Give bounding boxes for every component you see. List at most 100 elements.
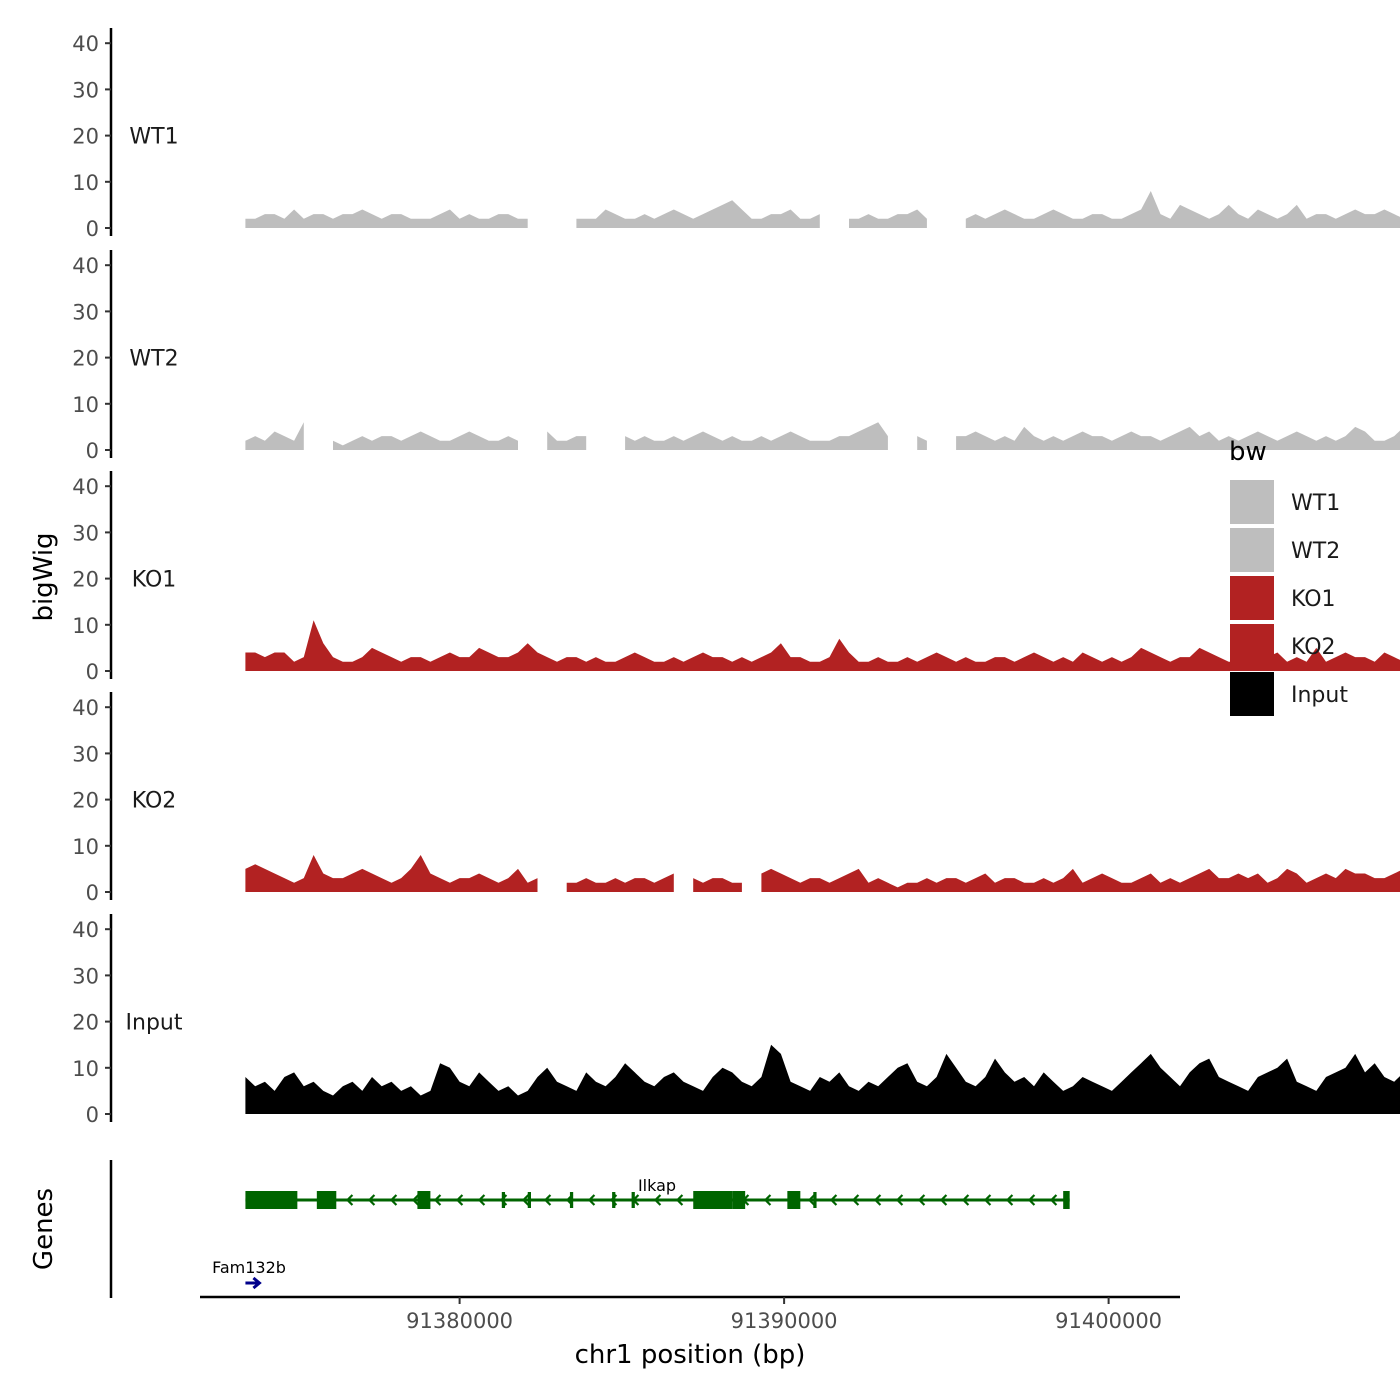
y-tick-label: 20 (72, 568, 99, 592)
legend-swatch (1230, 624, 1274, 668)
strand-arrow (675, 1194, 684, 1206)
coverage-area (761, 868, 1400, 892)
track-input: 0 10 20 30 40 Input (72, 913, 1400, 1127)
y-tick-label: 40 (72, 32, 99, 56)
coverage-area (625, 422, 888, 450)
coverage-area (245, 855, 538, 892)
genes-track-label: Genes (29, 1188, 59, 1270)
genes-track: Ilkap Fam132b (109, 1160, 1070, 1298)
gene-exon (1063, 1191, 1070, 1209)
legend-item-label: WT1 (1291, 491, 1340, 516)
y-tick-label: 20 (72, 1011, 99, 1035)
strand-arrow (1049, 1194, 1058, 1206)
coverage-area (693, 878, 742, 892)
y-tick-label: 0 (86, 1103, 99, 1127)
gene-exon (813, 1192, 817, 1208)
strand-arrow (939, 1194, 948, 1206)
y-tick-label: 40 (72, 254, 99, 278)
track-label: KO2 (132, 789, 177, 814)
strand-arrow (411, 1194, 420, 1206)
strand-arrow (543, 1194, 552, 1206)
gene-exon (417, 1191, 431, 1209)
coverage-area (566, 873, 674, 892)
strand-arrow (983, 1194, 992, 1206)
y-tick-label: 10 (72, 393, 99, 417)
track-ko1: 0 10 20 30 40 KO1 (72, 470, 1400, 684)
strand-arrow (807, 1194, 816, 1206)
track-label: WT1 (129, 125, 178, 150)
strand-arrow (873, 1194, 882, 1206)
strand-arrow (1027, 1194, 1036, 1206)
y-tick-label: 20 (72, 789, 99, 813)
y-axis-label: bigWig (29, 532, 59, 621)
y-tick-label: 30 (72, 78, 99, 102)
strand-arrow (389, 1194, 398, 1206)
strand-arrow (961, 1194, 970, 1206)
y-tick-label: 10 (72, 835, 99, 859)
gene-exon (732, 1191, 746, 1209)
gene-exon (501, 1192, 506, 1208)
legend-item-label: KO1 (1291, 587, 1336, 612)
legend-item-label: WT2 (1291, 539, 1340, 564)
y-tick-label: 30 (72, 521, 99, 545)
y-tick-label: 10 (72, 171, 99, 195)
y-tick-label: 30 (72, 742, 99, 766)
x-axis-label: chr1 position (bp) (575, 1340, 806, 1370)
strand-arrow (829, 1194, 838, 1206)
legend: bw WT1 WT2 KO1 KO2 Input (1229, 437, 1348, 716)
track-ko2: 0 10 20 30 40 KO2 (72, 691, 1400, 905)
y-tick-label: 40 (72, 696, 99, 720)
legend-item-label: Input (1291, 683, 1348, 708)
y-tick-label: 0 (86, 660, 99, 684)
y-tick-label: 40 (72, 475, 99, 499)
coverage-area (333, 431, 518, 450)
gene-exon (245, 1191, 298, 1209)
coverage-area (245, 1044, 1400, 1114)
track-label: WT2 (129, 347, 178, 372)
coverage-area (956, 426, 1400, 450)
legend-swatch (1230, 576, 1274, 620)
x-tick-label: 91390000 (731, 1309, 838, 1333)
strand-arrow (587, 1194, 596, 1206)
strand-arrow (455, 1194, 464, 1206)
coverage-area (576, 200, 820, 228)
gene-exon (631, 1192, 635, 1208)
strand-arrow (521, 1194, 530, 1206)
gene-exon (612, 1192, 616, 1208)
coverage-area (917, 436, 927, 450)
x-tick-label: 91380000 (406, 1309, 513, 1333)
strand-arrow (763, 1194, 772, 1206)
coverage-area (245, 620, 1400, 671)
gene-label-fam132b: Fam132b (212, 1258, 286, 1277)
gene-exon (787, 1191, 801, 1209)
y-tick-label: 0 (86, 881, 99, 905)
coverage-area (547, 431, 587, 450)
track-label: Input (126, 1011, 183, 1036)
legend-title: bw (1229, 437, 1267, 467)
y-tick-label: 10 (72, 614, 99, 638)
track-wt1: 0 10 20 30 40 WT1 (72, 27, 1400, 241)
y-tick-label: 20 (72, 347, 99, 371)
strand-arrow (345, 1194, 354, 1206)
legend-item-label: KO2 (1291, 635, 1336, 660)
coverage-area (245, 422, 304, 450)
y-tick-label: 0 (86, 439, 99, 463)
gene-exon (569, 1192, 574, 1208)
y-tick-label: 0 (86, 217, 99, 241)
gene-exon (316, 1191, 337, 1209)
track-label: KO1 (132, 568, 177, 593)
coverage-area (849, 209, 927, 228)
y-tick-label: 30 (72, 300, 99, 324)
strand-arrow (917, 1194, 926, 1206)
x-tick-label: 91400000 (1055, 1309, 1162, 1333)
strand-arrow (851, 1194, 860, 1206)
y-tick-label: 30 (72, 964, 99, 988)
gene-exon (693, 1191, 733, 1209)
y-tick-label: 40 (72, 918, 99, 942)
gene-fam132b-arrow (245, 1276, 262, 1290)
gene-label-ilkap: Ilkap (638, 1176, 676, 1195)
gene-exon (527, 1192, 531, 1208)
strand-arrow (433, 1194, 442, 1206)
legend-swatch (1230, 672, 1274, 716)
bigwig-tracks: 0 10 20 30 40 WT1 0 10 20 30 40 WT2 0 10 20 30 40 KO1 0 10 2… (72, 27, 1400, 1127)
